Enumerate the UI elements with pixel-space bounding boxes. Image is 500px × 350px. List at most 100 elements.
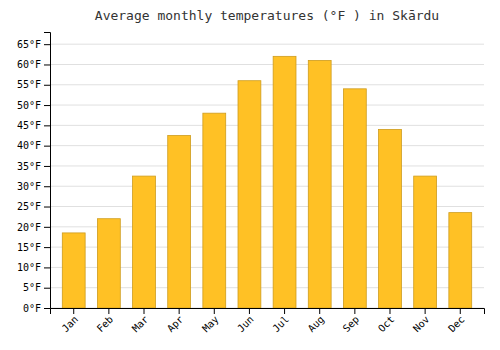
grid-line <box>50 125 484 126</box>
x-tick-label: Sep <box>341 314 362 335</box>
y-tick-label: 5°F <box>23 282 41 293</box>
bar <box>379 129 402 308</box>
x-tick: Feb <box>95 308 116 334</box>
grid-line <box>50 165 484 166</box>
x-tick-label: Nov <box>411 314 432 335</box>
y-tick-label: 20°F <box>17 222 41 233</box>
y-tick-mark <box>44 85 50 86</box>
grid-line <box>50 105 484 106</box>
y-tick: 60°F <box>17 59 50 70</box>
y-tick: 30°F <box>17 181 50 192</box>
y-tick-label: 55°F <box>17 79 41 90</box>
x-tick-label: Feb <box>95 314 116 335</box>
bar <box>168 136 191 309</box>
y-tick-label: 65°F <box>17 39 41 50</box>
x-tick: Jan <box>60 308 81 334</box>
x-tick-label: Aug <box>306 314 327 335</box>
bar <box>343 89 366 308</box>
x-tick-label: May <box>200 314 221 335</box>
y-tick-label: 30°F <box>17 181 41 192</box>
x-tick-label: Dec <box>446 314 467 335</box>
x-axis-line <box>51 309 485 315</box>
x-tick-mark <box>425 308 426 314</box>
x-tick-mark <box>214 308 215 314</box>
x-tick-mark <box>73 308 74 314</box>
x-tick-label: Oct <box>376 314 397 335</box>
y-tick: 0°F <box>23 303 50 314</box>
bar <box>62 233 85 308</box>
x-tick-label: Apr <box>165 314 186 335</box>
y-tick-mark <box>44 166 50 167</box>
y-tick-mark <box>44 186 50 187</box>
bar <box>449 213 472 308</box>
x-tick-mark <box>354 308 355 314</box>
x-tick: Sep <box>341 308 362 334</box>
x-tick-mark <box>179 308 180 314</box>
grid-line <box>50 44 484 45</box>
y-tick-label: 60°F <box>17 59 41 70</box>
grid <box>50 44 484 308</box>
x-tick-label: Mar <box>130 314 151 335</box>
y-tick-label: 50°F <box>17 100 41 111</box>
bars <box>62 56 471 308</box>
y-tick-mark <box>44 44 50 45</box>
y-tick-mark <box>44 288 50 289</box>
y-axis: 0°F 5°F 10°F 15°F 20°F 25°F 30°F 35°F 40°F 45°F 50… <box>17 33 51 314</box>
x-tick-mark <box>284 308 285 314</box>
bar <box>238 81 261 308</box>
y-tick-label: 40°F <box>17 140 41 151</box>
y-tick-label: 45°F <box>17 120 41 131</box>
y-tick: 20°F <box>17 222 50 233</box>
x-tick: Mar <box>130 308 151 334</box>
x-axis: Jan Feb Mar Apr May Jun Jul Aug Sep Oct Nov Dec <box>51 308 485 334</box>
y-tick-mark <box>44 64 50 65</box>
chart: 0°F 5°F 10°F 15°F 20°F 25°F 30°F 35°F 40°F 45°F 50… <box>0 0 500 350</box>
y-tick-mark <box>44 247 50 248</box>
y-tick-mark <box>44 207 50 208</box>
x-tick: May <box>200 308 221 334</box>
y-tick: 25°F <box>17 201 50 212</box>
x-tick-label: Jan <box>60 314 81 335</box>
bar <box>308 60 331 308</box>
x-tick-label: Jun <box>235 314 256 335</box>
y-tick-mark <box>44 105 50 106</box>
y-axis-line <box>44 33 51 309</box>
x-tick: Jul <box>270 308 291 334</box>
y-tick: 55°F <box>17 79 50 90</box>
x-tick: Apr <box>165 308 186 334</box>
y-tick-mark <box>44 227 50 228</box>
y-tick: 5°F <box>23 282 50 293</box>
y-tick-label: 25°F <box>17 201 41 212</box>
grid-line <box>50 64 484 65</box>
y-tick: 65°F <box>17 39 50 50</box>
y-tick-mark <box>44 125 50 126</box>
x-tick-mark <box>460 308 461 314</box>
y-tick-label: 0°F <box>23 303 41 314</box>
y-tick-mark <box>44 267 50 268</box>
bar <box>133 176 156 308</box>
x-tick-label: Jul <box>270 314 291 335</box>
y-tick-label: 15°F <box>17 242 41 253</box>
y-tick: 15°F <box>17 242 50 253</box>
y-tick: 45°F <box>17 120 50 131</box>
y-tick: 10°F <box>17 262 50 273</box>
x-tick: Jun <box>235 308 256 334</box>
grid-line <box>50 145 484 146</box>
title: Average monthly temperatures (°F ) in Sk… <box>95 8 439 23</box>
y-tick: 40°F <box>17 140 50 151</box>
bar <box>414 176 437 308</box>
x-tick-mark <box>144 308 145 314</box>
x-tick-mark <box>249 308 250 314</box>
x-tick: Oct <box>376 308 397 334</box>
x-tick-mark <box>108 308 109 314</box>
y-tick-mark <box>44 146 50 147</box>
x-tick-mark <box>389 308 390 314</box>
y-tick: 50°F <box>17 100 50 111</box>
grid-line <box>50 84 484 85</box>
x-tick: Aug <box>306 308 327 334</box>
y-tick-label: 10°F <box>17 262 41 273</box>
y-tick-label: 35°F <box>17 161 41 172</box>
bar <box>203 113 226 308</box>
y-tick-mark <box>44 308 50 309</box>
x-tick: Dec <box>446 308 467 334</box>
